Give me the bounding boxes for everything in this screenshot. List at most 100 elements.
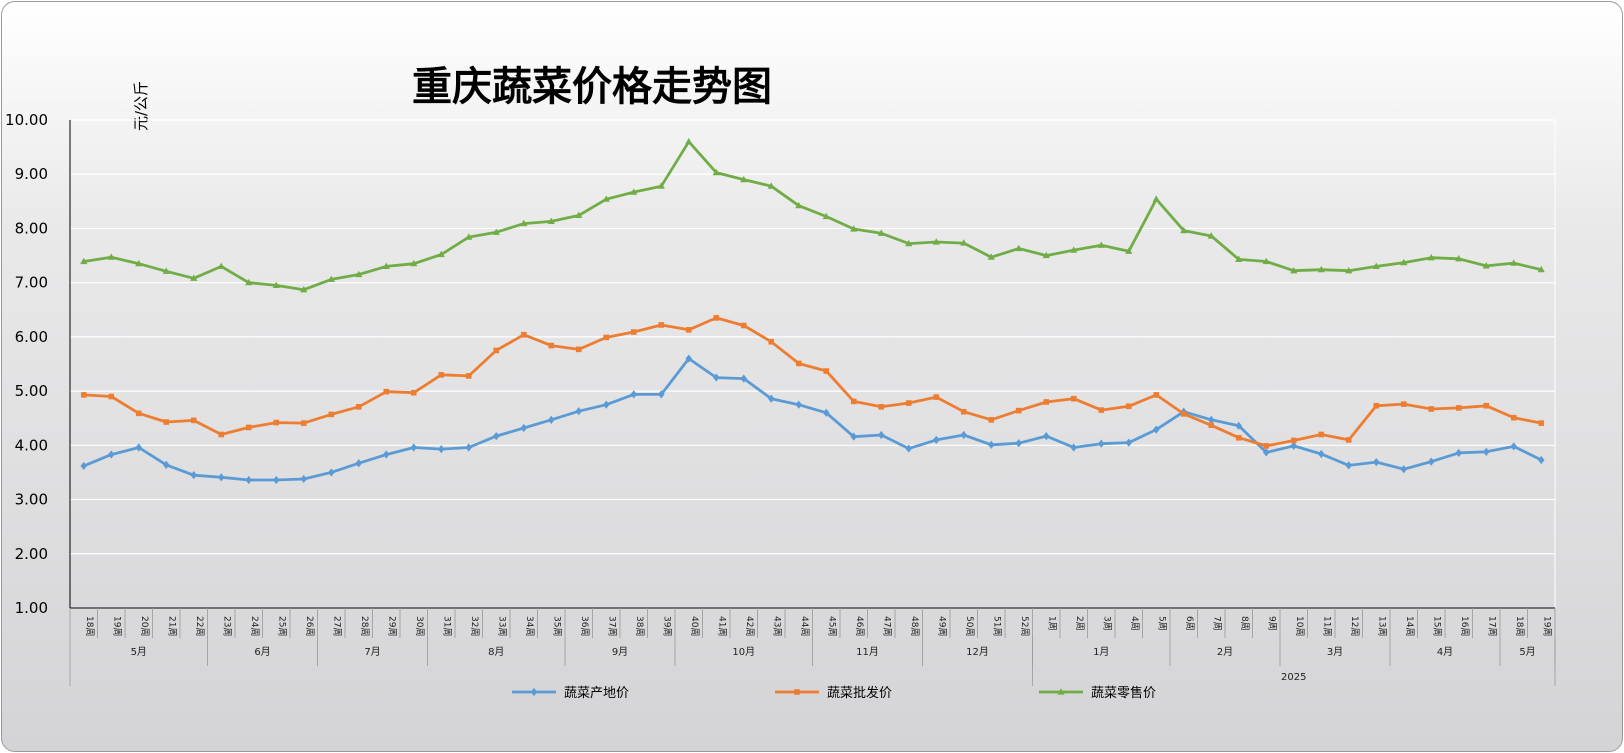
x-tick-label: 35周: [551, 616, 562, 636]
data-point: [163, 419, 170, 425]
data-point: [107, 450, 115, 459]
month-label: 8月: [488, 646, 504, 658]
y-tick-label: 2.00: [15, 545, 48, 563]
data-point: [877, 229, 885, 236]
year-label: 2025: [1281, 672, 1306, 683]
data-point: [327, 275, 335, 283]
y-tick-label: 9.00: [15, 165, 48, 183]
data-point: [685, 137, 693, 145]
data-point: [1097, 439, 1105, 448]
data-point: [1043, 399, 1050, 405]
data-point: [1483, 402, 1490, 409]
data-point: [1510, 414, 1517, 421]
data-point: [1373, 402, 1380, 409]
y-tick-label: 8.00: [15, 219, 48, 237]
data-point: [1125, 438, 1133, 447]
series-line: [82, 357, 1543, 482]
data-point: [1318, 431, 1325, 438]
data-point: [520, 219, 528, 227]
data-point: [960, 239, 968, 246]
data-point: [795, 201, 803, 209]
data-point: [1070, 395, 1077, 402]
data-point: [520, 423, 528, 433]
data-point: [987, 440, 995, 449]
data-point: [630, 390, 638, 399]
x-tick-label: 14周: [1404, 616, 1415, 636]
x-tick-label: 3周: [1101, 616, 1112, 631]
chart-title: 重庆蔬菜价格走势图: [412, 63, 772, 110]
data-point: [1345, 461, 1353, 470]
data-point: [602, 195, 610, 202]
data-point: [1208, 422, 1215, 429]
data-point: [1538, 420, 1545, 426]
x-tick-label: 19周: [111, 616, 122, 636]
data-point: [1153, 392, 1160, 398]
data-point: [1070, 246, 1078, 253]
data-point: [272, 475, 280, 485]
x-tick-label: 36周: [579, 616, 590, 636]
x-tick-label: 21周: [166, 616, 177, 636]
data-point: [602, 400, 610, 409]
data-point: [850, 225, 858, 232]
data-point: [850, 432, 858, 441]
x-tick-label: 18周: [84, 616, 95, 636]
data-point: [300, 474, 308, 484]
data-point: [1235, 434, 1242, 441]
data-point: [932, 435, 940, 445]
data-point: [1455, 405, 1462, 411]
x-tick-label: 16周: [1459, 616, 1470, 636]
x-tick-label: 30周: [414, 616, 425, 636]
data-point: [217, 262, 225, 269]
x-tick-label: 38周: [634, 616, 645, 636]
data-point: [1235, 255, 1243, 262]
month-label: 3月: [1327, 646, 1343, 658]
data-point: [767, 182, 775, 189]
x-tick-label: 39周: [661, 616, 672, 636]
legend-label: 蔬菜批发价: [827, 685, 892, 701]
data-point: [1262, 257, 1270, 265]
y-axis-label: 元/公斤: [132, 81, 150, 131]
x-tick-label: 48周: [909, 616, 920, 636]
data-point: [822, 408, 830, 417]
data-point: [905, 400, 912, 406]
data-point: [740, 322, 747, 329]
data-point: [1537, 455, 1545, 465]
y-tick-label: 10.00: [5, 111, 48, 129]
x-tick-label: 49周: [936, 616, 947, 636]
series-3: [80, 137, 1545, 293]
month-label: 6月: [254, 646, 270, 658]
series-line: [82, 316, 1543, 448]
legend: 蔬菜产地价 蔬菜批发价 蔬菜零售价: [512, 685, 1156, 701]
data-point: [712, 168, 720, 176]
data-point: [960, 408, 967, 415]
data-point: [328, 411, 335, 418]
data-point: [1070, 443, 1078, 452]
series-1: [80, 354, 1545, 485]
data-point: [1290, 441, 1298, 450]
data-point: [245, 475, 253, 485]
x-tick-label: 47周: [881, 616, 892, 636]
x-tick-label: 45周: [826, 616, 837, 636]
legend-marker: [794, 689, 800, 695]
data-point: [575, 211, 583, 219]
x-tick-label: 2周: [1074, 616, 1085, 631]
data-point: [1042, 251, 1050, 259]
data-point: [135, 443, 143, 452]
x-tick-label: 10周: [1294, 616, 1305, 636]
x-tick-label: 33周: [496, 616, 507, 636]
legend-label: 蔬菜产地价: [564, 686, 629, 701]
data-point: [685, 327, 692, 333]
x-tick-label: 25周: [276, 616, 287, 636]
gridlines: [69, 119, 1556, 609]
x-tick-label: 23周: [221, 616, 232, 636]
data-point: [190, 471, 198, 480]
data-point: [575, 346, 582, 353]
data-point: [1482, 262, 1490, 269]
data-point: [932, 238, 940, 245]
x-tick-label: 24周: [249, 616, 260, 636]
data-point: [80, 257, 88, 265]
data-point: [547, 217, 555, 224]
data-point: [988, 417, 995, 423]
data-point: [740, 175, 748, 183]
data-point: [657, 182, 665, 189]
